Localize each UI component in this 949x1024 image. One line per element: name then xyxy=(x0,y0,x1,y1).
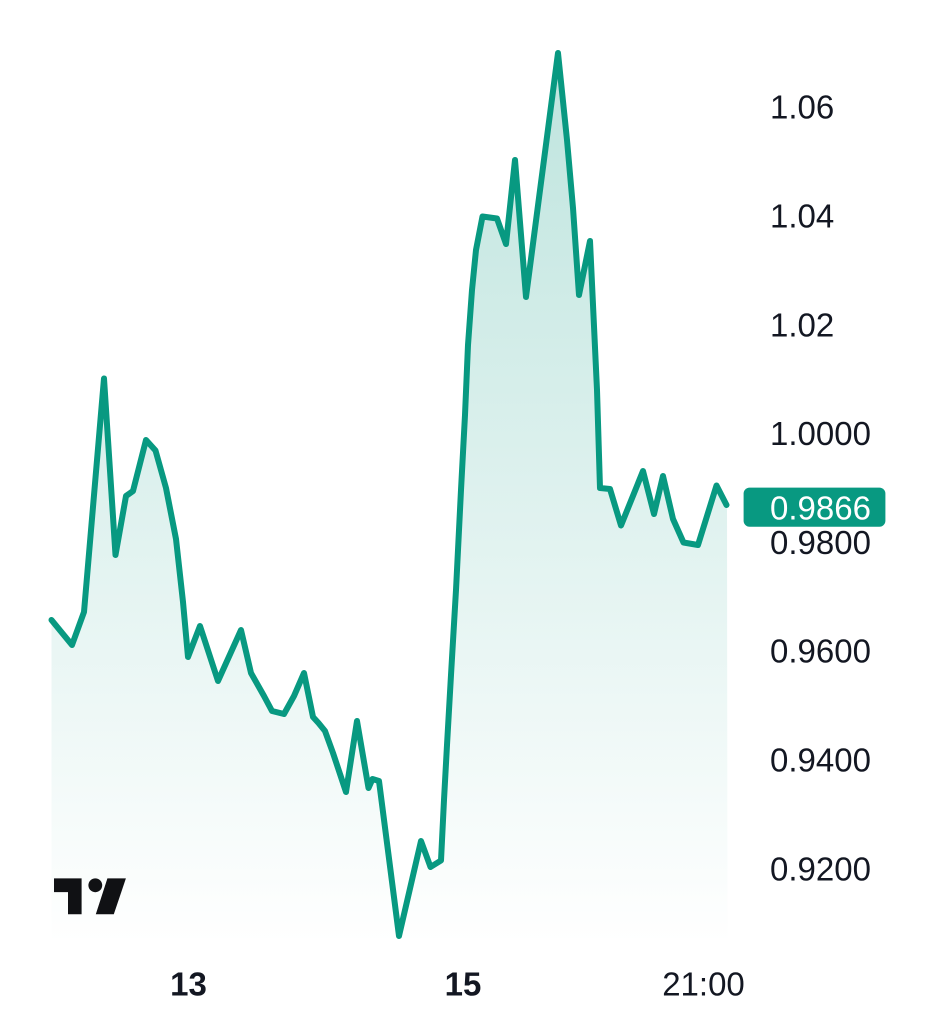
svg-text:0.9600: 0.9600 xyxy=(770,633,871,670)
svg-text:0.9400: 0.9400 xyxy=(770,742,871,779)
svg-text:0.9866: 0.9866 xyxy=(770,490,871,527)
svg-text:21:00: 21:00 xyxy=(662,966,745,1003)
svg-text:1.02: 1.02 xyxy=(770,306,834,343)
svg-text:0.9200: 0.9200 xyxy=(770,850,871,887)
svg-text:0.9800: 0.9800 xyxy=(770,524,871,561)
svg-text:1.06: 1.06 xyxy=(770,89,834,126)
svg-text:1.0000: 1.0000 xyxy=(770,415,871,452)
svg-text:1.04: 1.04 xyxy=(770,198,834,235)
svg-text:15: 15 xyxy=(445,966,482,1003)
svg-text:13: 13 xyxy=(170,966,207,1003)
